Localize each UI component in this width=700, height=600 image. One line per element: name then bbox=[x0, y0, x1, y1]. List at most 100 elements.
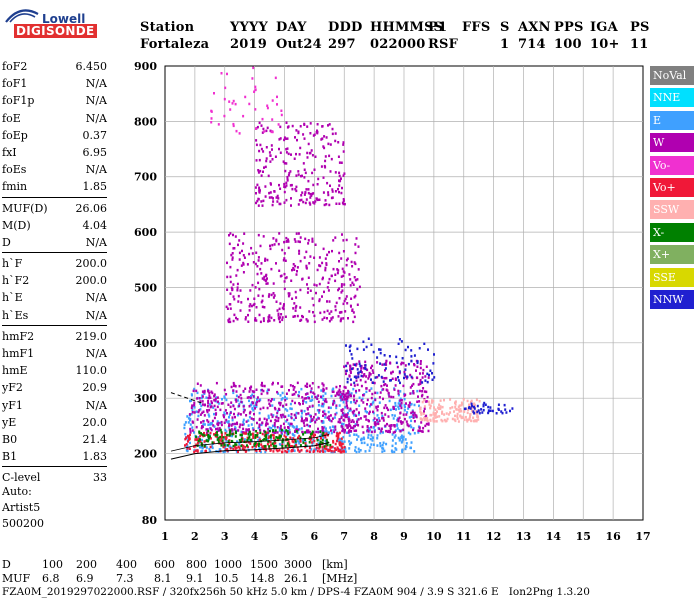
scatter-point bbox=[283, 162, 286, 165]
scatter-point bbox=[257, 171, 260, 174]
scatter-point bbox=[310, 435, 313, 438]
scatter-point bbox=[256, 442, 259, 446]
scatter-point bbox=[262, 439, 265, 442]
scatter-point bbox=[283, 136, 286, 139]
scatter-point bbox=[349, 278, 352, 281]
scatter-point bbox=[253, 412, 255, 416]
header-label-7: S bbox=[500, 20, 510, 35]
scatter-point bbox=[409, 446, 412, 450]
scatter-point bbox=[338, 431, 341, 435]
param-value: N/A bbox=[85, 308, 107, 322]
scatter-point bbox=[334, 279, 337, 283]
scatter-point bbox=[407, 431, 410, 435]
scatter-point bbox=[434, 408, 437, 411]
scatter-point bbox=[207, 439, 210, 443]
scatter-point bbox=[388, 430, 391, 433]
scatter-point bbox=[254, 436, 257, 439]
scatter-point bbox=[404, 438, 407, 441]
scatter-point bbox=[298, 442, 301, 445]
scatter-point bbox=[334, 139, 337, 143]
scatter-point bbox=[308, 414, 311, 417]
scatter-point bbox=[293, 434, 296, 437]
scatter-point bbox=[299, 306, 302, 309]
scatter-point bbox=[229, 280, 232, 284]
scatter-point bbox=[340, 424, 343, 428]
scatter-point bbox=[337, 269, 340, 272]
scatter-point bbox=[236, 413, 239, 417]
scatter-point bbox=[305, 266, 308, 269]
scatter-point bbox=[309, 255, 312, 258]
scatter-point bbox=[384, 369, 386, 372]
scatter-point bbox=[271, 383, 274, 386]
scatter-point bbox=[372, 436, 374, 439]
scatter-point bbox=[405, 445, 408, 449]
scatter-point bbox=[345, 372, 347, 376]
scatter-point bbox=[419, 360, 422, 363]
scatter-point bbox=[190, 406, 193, 409]
param-name: h`F bbox=[2, 257, 23, 271]
scatter-point bbox=[299, 438, 302, 442]
scatter-point bbox=[316, 198, 319, 202]
scatter-point bbox=[260, 200, 263, 203]
scatter-point bbox=[466, 420, 469, 423]
scatter-point bbox=[320, 433, 323, 436]
scatter-point bbox=[324, 439, 327, 443]
scatter-point bbox=[185, 436, 188, 439]
scatter-point bbox=[356, 420, 358, 424]
scatter-point bbox=[253, 90, 256, 93]
scatter-point bbox=[261, 131, 264, 134]
scatter-point bbox=[297, 203, 300, 206]
scatter-point bbox=[432, 418, 435, 422]
scatter-point bbox=[333, 401, 336, 404]
scatter-point bbox=[386, 406, 388, 410]
scatter-point bbox=[349, 344, 352, 347]
scatter-point bbox=[267, 317, 270, 320]
scatter-point bbox=[241, 439, 244, 443]
scatter-point bbox=[264, 435, 267, 438]
scatter-point bbox=[227, 403, 230, 406]
scatter-point bbox=[265, 433, 268, 437]
scatter-point bbox=[305, 413, 308, 416]
scatter-point bbox=[340, 291, 343, 294]
scatter-point bbox=[379, 348, 382, 351]
scatter-point bbox=[476, 410, 479, 414]
scatter-point bbox=[193, 431, 195, 434]
scatter-point bbox=[397, 419, 400, 423]
scatter-point bbox=[263, 384, 266, 388]
scatter-point bbox=[228, 234, 230, 237]
scatter-point bbox=[279, 151, 282, 154]
scatter-point bbox=[246, 263, 249, 266]
scatter-point bbox=[338, 442, 341, 445]
scatter-point bbox=[419, 372, 421, 375]
scatter-point bbox=[306, 156, 309, 159]
scatter-point bbox=[325, 203, 328, 206]
scatter-point bbox=[232, 391, 235, 395]
scatter-point bbox=[234, 422, 237, 426]
x-tick-label: 16 bbox=[605, 530, 621, 543]
scatter-point bbox=[335, 385, 338, 389]
footer-d-value: 1000 bbox=[214, 558, 242, 571]
scatter-point bbox=[353, 296, 356, 299]
scatter-point bbox=[342, 418, 345, 422]
scatter-point bbox=[353, 409, 356, 413]
scatter-point bbox=[419, 417, 422, 420]
scatter-point bbox=[427, 376, 430, 379]
scatter-point bbox=[240, 400, 243, 404]
scatter-point bbox=[309, 425, 311, 428]
scatter-point bbox=[352, 367, 355, 370]
scatter-point bbox=[303, 438, 306, 441]
scatter-point bbox=[272, 292, 275, 295]
footer-d-value: [km] bbox=[322, 558, 348, 571]
scatter-point bbox=[321, 426, 324, 429]
scatter-point bbox=[390, 371, 393, 374]
x-tick-label: 12 bbox=[486, 530, 501, 543]
scatter-point bbox=[338, 404, 341, 407]
scatter-point bbox=[382, 416, 385, 420]
scatter-point bbox=[238, 439, 241, 442]
scatter-point bbox=[183, 423, 186, 426]
scatter-point bbox=[265, 448, 268, 452]
scatter-point bbox=[309, 203, 312, 206]
scatter-point bbox=[388, 399, 391, 403]
scatter-point bbox=[288, 442, 291, 446]
scatter-point bbox=[476, 404, 479, 408]
